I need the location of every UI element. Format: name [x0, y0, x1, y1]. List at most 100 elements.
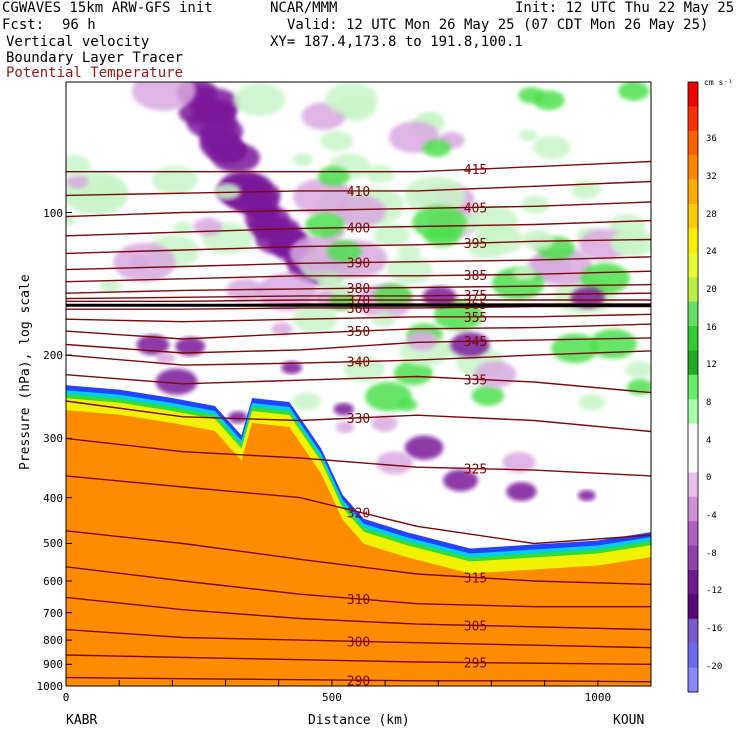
- theta-contour-385: [66, 270, 651, 283]
- vertical-velocity-cell: [521, 195, 550, 214]
- colorbar-swatch: [688, 228, 698, 254]
- theta-contour-370: [66, 299, 651, 302]
- y-tick-label: 800: [43, 634, 63, 648]
- vertical-velocity-cell: [533, 90, 565, 111]
- theta-label-395: 395: [464, 237, 487, 252]
- colorbar-tick-label: 4: [706, 435, 712, 446]
- tracer-orange: [66, 410, 651, 686]
- vertical-velocity-cell: [471, 385, 505, 406]
- vertical-velocity-cell: [502, 451, 536, 473]
- colorbar-swatch: [688, 252, 698, 278]
- theta-contour-410: [66, 180, 651, 197]
- theta-contour-335: [66, 374, 651, 394]
- theta-contour-380: [66, 283, 651, 294]
- colorbar-unit: cm s⁻¹: [704, 78, 733, 87]
- vertical-velocity-cell: [512, 266, 536, 281]
- theta-label-335: 335: [464, 373, 487, 388]
- vertical-velocity-cell: [268, 218, 300, 238]
- y-tick-label: 700: [43, 606, 63, 620]
- theta-contour-350: [66, 323, 651, 340]
- theta-contour-405: [66, 201, 651, 218]
- colorbar-swatch: [688, 82, 698, 107]
- colorbar-tick-label: -20: [706, 661, 723, 672]
- vertical-velocity-cell: [100, 279, 123, 294]
- vertical-velocity-cell: [178, 100, 219, 126]
- vertical-velocity-cell: [475, 224, 524, 255]
- colorbar-tick-label: 24: [706, 247, 717, 258]
- vertical-velocity-cell: [155, 368, 198, 395]
- colorbar-swatch: [688, 106, 698, 132]
- right-station: KOUN: [613, 713, 645, 728]
- theta-contour-315: [66, 530, 651, 586]
- colorbar-swatch: [688, 301, 698, 327]
- theta-contour-310: [66, 566, 651, 608]
- colorbar-swatch: [688, 643, 698, 669]
- theta-label-310: 310: [347, 593, 370, 608]
- theta-label-380: 380: [347, 282, 370, 297]
- theta-label-305: 305: [464, 619, 487, 634]
- colorbar-swatch: [688, 277, 698, 303]
- y-tick-label: 600: [43, 574, 63, 588]
- vertical-velocity-cell: [403, 176, 466, 215]
- vertical-velocity-cell: [343, 356, 386, 383]
- colorbar-tick-label: 28: [706, 209, 717, 220]
- x-axis-label: Distance (km): [308, 713, 410, 728]
- vertical-velocity-cell: [376, 451, 414, 475]
- vertical-velocity-cell: [175, 337, 206, 356]
- theta-contour-320: [66, 475, 651, 545]
- vertical-velocity-cell: [271, 322, 293, 336]
- vertical-velocity-cell: [578, 393, 606, 412]
- theta-label-415: 415: [464, 163, 487, 178]
- colorbar-swatch: [688, 155, 698, 181]
- colorbar-swatch: [688, 570, 698, 595]
- vertical-velocity-cell: [406, 331, 438, 351]
- vertical-velocity-cell: [199, 117, 244, 145]
- y-tick-label: 200: [43, 349, 63, 363]
- vertical-velocity-cell: [611, 228, 651, 257]
- colorbar-swatch: [688, 179, 698, 205]
- colorbar: [687, 81, 699, 693]
- vertical-velocity-cell: [522, 229, 555, 250]
- x-tick-label: 0: [62, 691, 70, 704]
- vertical-velocity-cell: [113, 242, 176, 282]
- theta-label-355: 355: [464, 311, 487, 326]
- colorbar-tick-label: -16: [706, 623, 723, 634]
- vertical-velocity-cell: [66, 154, 91, 177]
- theta-contour-325: [66, 437, 651, 477]
- vertical-velocity-cell: [172, 221, 194, 235]
- colorbar-tick-label: -12: [706, 586, 723, 597]
- theta-label-405: 405: [464, 201, 487, 216]
- vertical-velocity-cell: [570, 180, 601, 200]
- colorbar-swatch: [688, 496, 698, 522]
- theta-contour-300: [66, 628, 651, 649]
- fcst-label: Fcst:: [2, 17, 45, 33]
- colorbar-swatch: [688, 350, 698, 376]
- vertical-velocity-cell: [66, 174, 89, 189]
- vertical-velocity-cell: [233, 83, 286, 117]
- colorbar-frame: [687, 81, 699, 693]
- colorbar-tick-label: 12: [706, 360, 717, 371]
- theta-label-320: 320: [347, 506, 370, 521]
- theta-label-315: 315: [464, 572, 487, 587]
- theta-label-350: 350: [347, 325, 370, 340]
- theta-label-290: 290: [347, 674, 370, 689]
- org-label: NCAR/MMM: [270, 0, 338, 16]
- vertical-velocity-cell: [580, 263, 630, 295]
- vertical-velocity-cell: [151, 165, 199, 195]
- y-tick-label: 900: [43, 658, 63, 672]
- theta-label-325: 325: [464, 463, 487, 478]
- vertical-velocity-cell: [335, 421, 355, 433]
- theta-contour-400: [66, 219, 651, 237]
- vertical-velocity-cell: [292, 153, 314, 167]
- vertical-velocity-cell: [518, 129, 539, 142]
- vertical-velocity-cell: [404, 435, 444, 460]
- vertical-velocity-cell: [532, 135, 571, 160]
- theta-label-345: 345: [464, 335, 487, 350]
- vertical-velocity-cell: [365, 164, 395, 184]
- vertical-velocity-cell: [292, 392, 321, 411]
- colorbar-swatch: [688, 130, 698, 156]
- field-vertical-velocity: Vertical velocity: [6, 34, 150, 50]
- theta-contour-390: [66, 256, 651, 271]
- vertical-velocity-cell: [373, 223, 410, 247]
- colorbar-tick-label: 36: [706, 134, 717, 145]
